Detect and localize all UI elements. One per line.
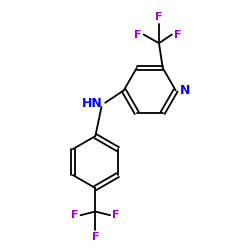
Text: F: F [71, 210, 78, 220]
Text: F: F [174, 30, 181, 40]
Text: F: F [155, 12, 163, 22]
Text: F: F [112, 210, 120, 220]
Text: F: F [134, 30, 142, 40]
Text: N: N [180, 84, 190, 97]
Text: F: F [92, 232, 99, 242]
Text: HN: HN [82, 98, 103, 110]
